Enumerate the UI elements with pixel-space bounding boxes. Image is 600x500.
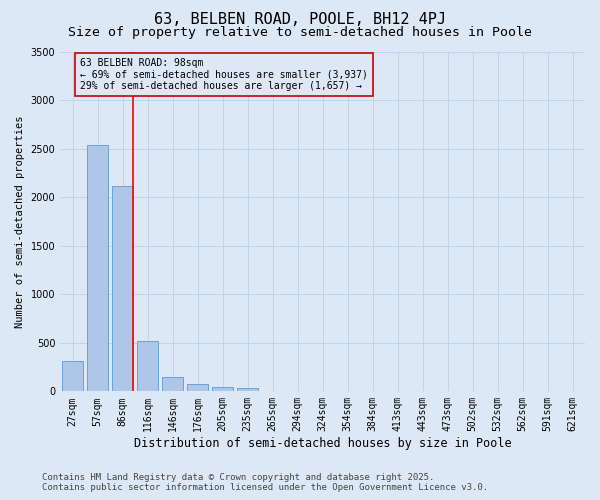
Text: 63, BELBEN ROAD, POOLE, BH12 4PJ: 63, BELBEN ROAD, POOLE, BH12 4PJ xyxy=(154,12,446,28)
Bar xyxy=(137,341,158,392)
Bar xyxy=(212,388,233,392)
Bar xyxy=(112,186,133,392)
X-axis label: Distribution of semi-detached houses by size in Poole: Distribution of semi-detached houses by … xyxy=(134,437,511,450)
Bar xyxy=(62,361,83,392)
Bar xyxy=(187,384,208,392)
Bar xyxy=(87,144,108,392)
Text: Size of property relative to semi-detached houses in Poole: Size of property relative to semi-detach… xyxy=(68,26,532,39)
Bar xyxy=(237,388,258,392)
Bar xyxy=(162,377,183,392)
Text: Contains HM Land Registry data © Crown copyright and database right 2025.
Contai: Contains HM Land Registry data © Crown c… xyxy=(42,473,488,492)
Y-axis label: Number of semi-detached properties: Number of semi-detached properties xyxy=(15,115,25,328)
Text: 63 BELBEN ROAD: 98sqm
← 69% of semi-detached houses are smaller (3,937)
29% of s: 63 BELBEN ROAD: 98sqm ← 69% of semi-deta… xyxy=(80,58,368,92)
